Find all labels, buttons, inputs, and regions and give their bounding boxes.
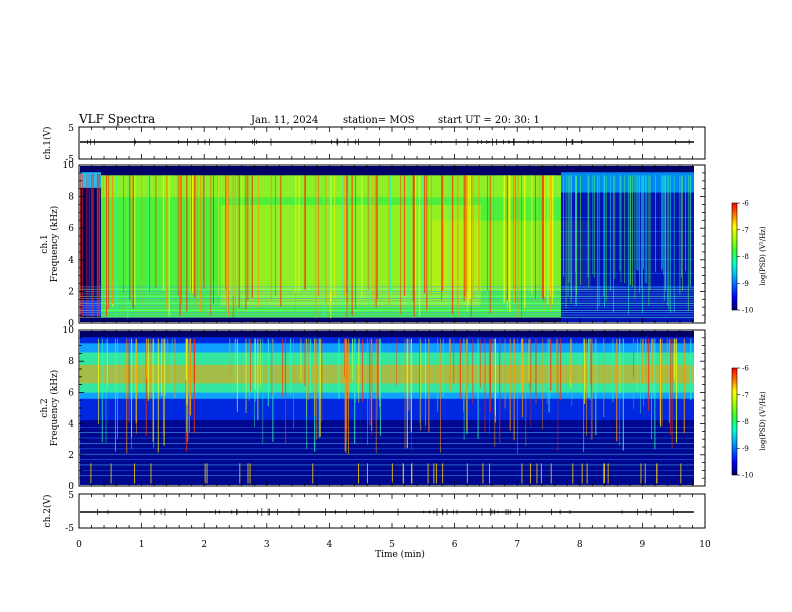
ch1-yticks: 0 2 4 6 8 10 (63, 161, 705, 329)
frequency-tick-label: 8 (68, 357, 74, 367)
ch1-colorbar-label: log(PSD) (V²/Hz) (759, 226, 767, 285)
time-tick-label: 6 (452, 540, 458, 550)
time-tick-label: 8 (577, 540, 583, 550)
ch2-waveform-spikes (96, 508, 678, 516)
frequency-tick-label: 4 (68, 256, 74, 266)
ch1-ytick-top: 5 (68, 124, 74, 134)
ch2-ylabel: ch.2(V) (42, 495, 53, 528)
ch1-colorbar: -6 -7 -8 -9 -10 log(PSD) (V²/Hz) (731, 200, 767, 315)
station-label: station= MOS (343, 115, 415, 126)
frequency-tick-label: 2 (68, 287, 74, 297)
colorbar-tick-label: -9 (742, 445, 749, 453)
ch1-spectrogram-image (80, 172, 694, 322)
ch1-waveform-spikes (87, 138, 690, 146)
colorbar-tick-label: -10 (742, 307, 753, 315)
colorbar-tick-label: -6 (742, 365, 749, 373)
colorbar-tick-label: -10 (742, 472, 753, 480)
early-band (80, 172, 101, 188)
colorbar-tick-label: -9 (742, 280, 749, 288)
colorbar-tick-label: -7 (742, 226, 749, 234)
frequency-tick-label: 10 (63, 161, 75, 171)
time-axis-tick-labels: 0 1 2 3 4 5 6 7 8 9 10 (76, 540, 711, 550)
frequency-tick-label: 4 (68, 420, 74, 430)
colorbar-tick-label: -8 (742, 253, 749, 261)
ch1-ylabel-channel: ch.1 (40, 234, 50, 253)
ch2-ylabel-channel: ch.2 (40, 398, 50, 417)
start-time-label: start UT = 20: 30: 1 (438, 115, 540, 126)
ch1-spectrogram-panel: 0 2 4 6 8 10 ch.1 Frequency (kHz) (40, 161, 706, 329)
time-axis-label: Time (min) (375, 549, 425, 560)
colorbar-tick-label: -6 (742, 200, 749, 208)
time-tick-label: 4 (327, 540, 333, 550)
colorbar-tick-label: -8 (742, 418, 749, 426)
time-tick-label: 7 (514, 540, 520, 550)
ch2-colorbar-ticks: -6 -7 -8 -9 -10 (737, 365, 753, 480)
ch2-spectrogram-panel: 0 2 4 6 8 10 ch.2 Frequency (kHz) (40, 326, 706, 492)
ch2-waveform-panel: 5 -5 ch.2(V) (42, 491, 706, 534)
ch1-ylabel-frequency: Frequency (kHz) (49, 206, 60, 283)
ch2-ylabel-frequency: Frequency (kHz) (49, 370, 60, 447)
figure-title: VLF Spectra (78, 112, 155, 126)
ch2-ytick-top: 5 (68, 491, 74, 501)
time-axis-ticks (78, 127, 706, 528)
time-tick-label: 9 (640, 540, 646, 550)
whistler-band-core (80, 364, 694, 384)
ch1-colorbar-ticks: -6 -7 -8 -9 -10 (737, 200, 753, 315)
ch2-ytick-bottom: -5 (65, 524, 74, 534)
frequency-tick-label: 0 (68, 482, 74, 492)
ch2-colorbar: -6 -7 -8 -9 -10 log(PSD) (V²/Hz) (731, 365, 767, 480)
frequency-tick-label: 10 (63, 326, 75, 336)
frequency-tick-label: 0 (68, 319, 74, 329)
lower-background (80, 420, 694, 485)
ch2-colorbar-label: log(PSD) (V²/Hz) (759, 391, 767, 450)
frequency-tick-label: 6 (68, 388, 74, 398)
time-tick-label: 1 (139, 540, 145, 550)
colorbar-tick-label: -7 (742, 391, 749, 399)
late-background (561, 172, 694, 322)
frequency-tick-label: 6 (68, 224, 74, 234)
time-tick-label: 10 (699, 540, 711, 550)
frequency-tick-label: 8 (68, 193, 74, 203)
date-label: Jan. 11, 2024 (250, 115, 318, 126)
ch2-spectrogram-image (80, 337, 694, 485)
time-tick-label: 3 (264, 540, 270, 550)
time-tick-label: 5 (389, 540, 395, 550)
time-tick-label: 0 (76, 540, 82, 550)
time-tick-label: 2 (201, 540, 207, 550)
ch1-ytick-bottom: -5 (65, 155, 74, 165)
ch2-yticks: 0 2 4 6 8 10 (63, 326, 705, 492)
frequency-tick-label: 2 (68, 451, 74, 461)
ch1-ylabel: ch.1(V) (42, 127, 53, 160)
